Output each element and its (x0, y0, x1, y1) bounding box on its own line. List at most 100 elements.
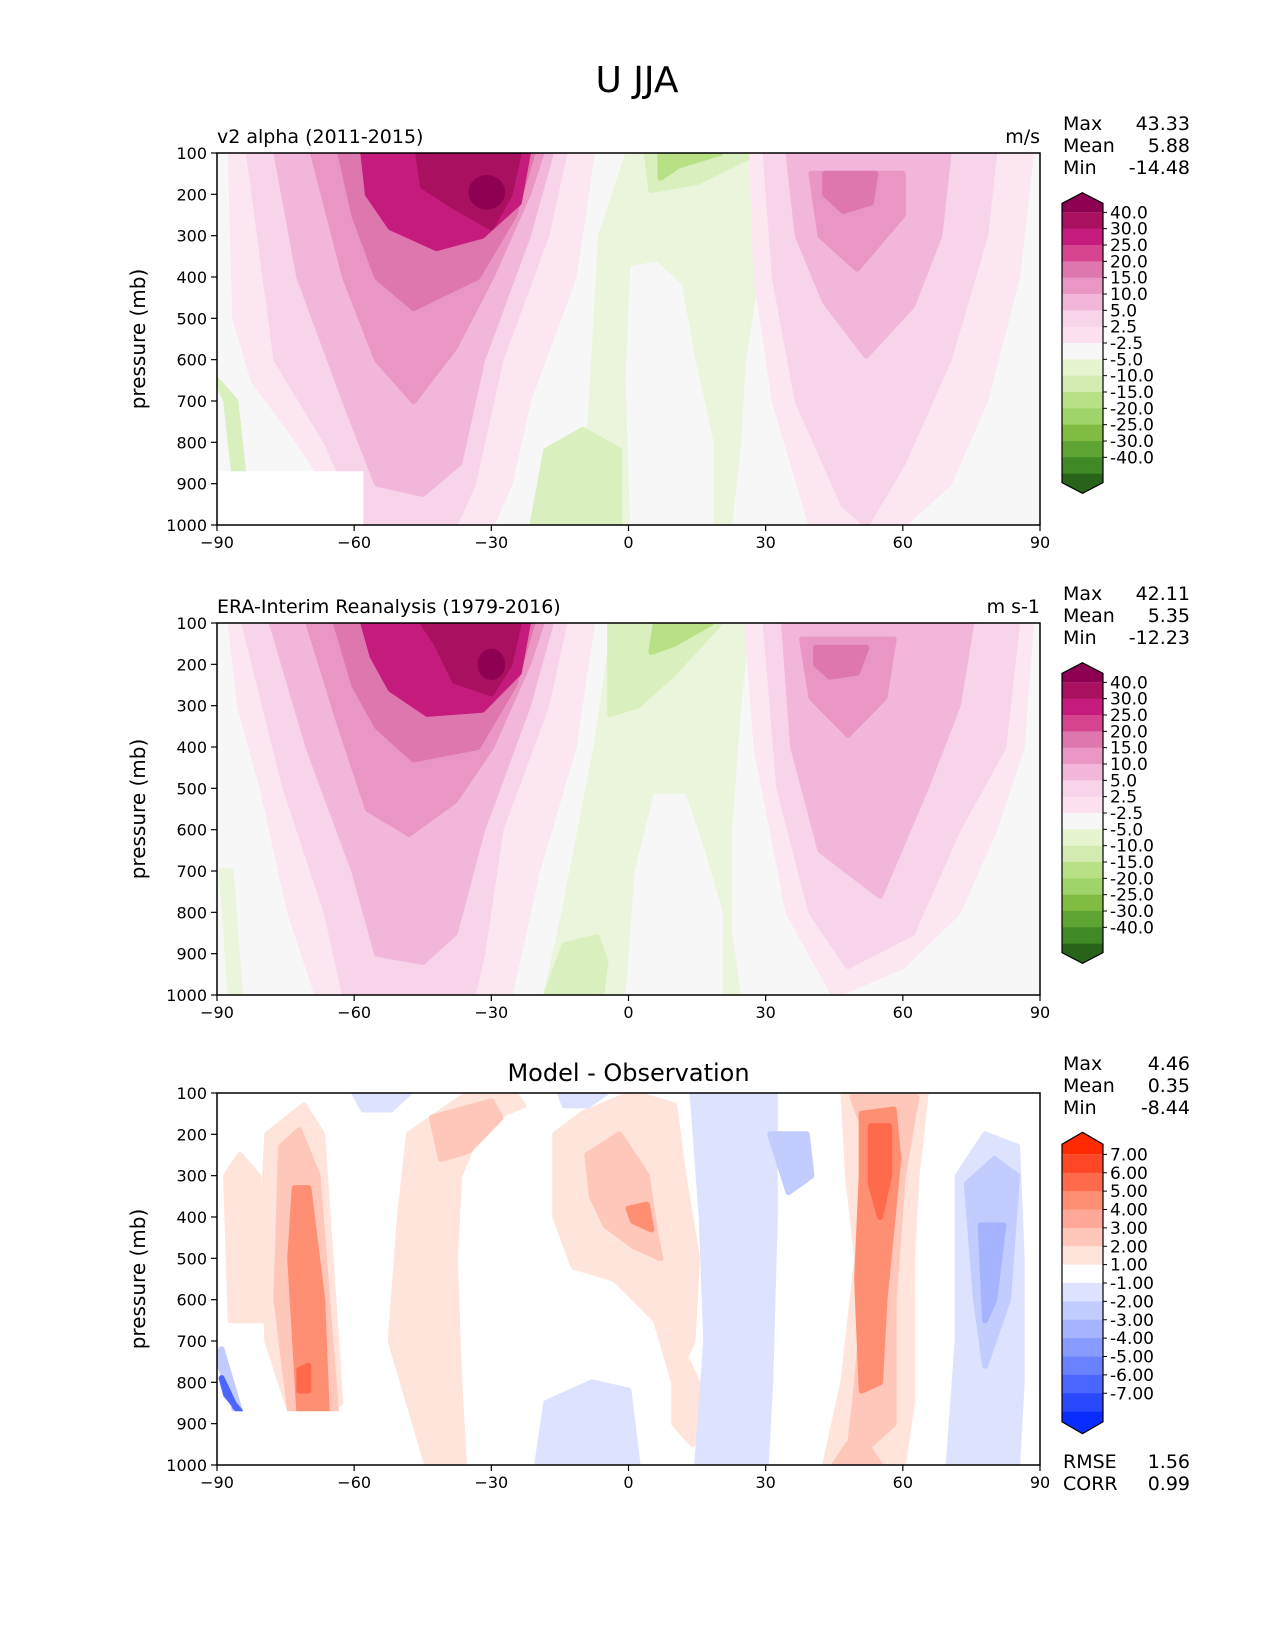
colorbar-segment (1062, 1154, 1103, 1174)
colorbar-label: -25.0 (1110, 886, 1154, 906)
colorbar-label: -15.0 (1110, 853, 1154, 873)
colorbar-label: -2.00 (1110, 1292, 1154, 1312)
figure-title: U JJA (595, 60, 678, 101)
colorbar: 40.030.025.020.015.010.05.02.5-2.5-5.0-1… (1061, 192, 1154, 494)
stat-value-mean: 0.35 (1148, 1075, 1190, 1097)
colorbar-segment (1062, 1172, 1103, 1192)
x-tick-label: 30 (755, 1473, 775, 1492)
y-tick-label: 1000 (166, 986, 207, 1005)
colorbar-segment (1062, 780, 1103, 798)
colorbar-segment (1062, 1246, 1103, 1266)
colorbar-label: -30.0 (1110, 902, 1154, 922)
colorbar-label: 3.00 (1110, 1219, 1148, 1239)
stat-value-min: -12.23 (1129, 627, 1190, 649)
colorbar-label: -25.0 (1110, 416, 1154, 436)
contour-region-22 (867, 1123, 893, 1220)
contour-region-10 (625, 261, 714, 525)
colorbar-extend-top (1062, 192, 1103, 213)
y-tick-label: 100 (176, 614, 207, 633)
colorbar-segment (1062, 294, 1103, 311)
x-tick-label: 60 (893, 1003, 913, 1022)
colorbar-label: 15.0 (1110, 269, 1148, 289)
x-tick-label: −90 (200, 1003, 234, 1022)
colorbar-segment (1062, 731, 1103, 749)
units-label: m s-1 (987, 596, 1040, 618)
colorbar-segment (1062, 1191, 1103, 1210)
colorbar-segment (1062, 228, 1103, 246)
y-tick-label: 500 (176, 1249, 207, 1268)
contour-region-7 (415, 153, 522, 231)
stat-value-rmse: 1.56 (1148, 1451, 1190, 1473)
stat-value-max: 4.46 (1148, 1053, 1190, 1075)
panel-title: Model - Observation (507, 1059, 749, 1087)
colorbar-segment (1062, 1338, 1103, 1357)
colorbar-segment (1062, 927, 1103, 945)
y-tick-label: 900 (176, 475, 207, 494)
stat-value-mean: 5.35 (1148, 605, 1190, 627)
contour-region-13 (648, 623, 714, 655)
x-tick-label: −30 (474, 533, 508, 552)
colorbar-segment (1062, 715, 1103, 732)
colorbar-segment (1062, 1319, 1103, 1339)
stat-label-max: Max (1063, 1053, 1102, 1075)
colorbar-segment (1062, 829, 1103, 847)
colorbar-label: 5.0 (1110, 771, 1137, 791)
stat-value-corr: 0.99 (1148, 1473, 1190, 1495)
colorbar-label: 10.0 (1110, 285, 1148, 305)
colorbar-segment (1062, 343, 1103, 360)
contour-region-8 (387, 1093, 527, 1465)
colorbar-segment (1062, 359, 1103, 377)
colorbar-segment (1062, 1356, 1103, 1376)
x-tick-label: 90 (1030, 533, 1050, 552)
contour-region-11 (529, 426, 623, 525)
colorbar-segment (1062, 408, 1103, 426)
masked-region (217, 1411, 364, 1465)
contour-region-14 (218, 868, 243, 995)
y-tick-label: 300 (176, 697, 207, 716)
y-tick-label: 800 (176, 903, 207, 922)
contour-region-15 (767, 1131, 815, 1196)
x-tick-label: −30 (474, 1003, 508, 1022)
colorbar-segment (1062, 310, 1103, 328)
colorbar-segment (1062, 375, 1103, 393)
colorbar-segment (1062, 457, 1103, 475)
contour-region-17 (351, 1093, 412, 1113)
x-tick-label: 0 (623, 1473, 633, 1492)
panel-title: ERA-Interim Reanalysis (1979-2016) (217, 596, 561, 618)
contour-region-13 (657, 153, 723, 181)
colorbar-segment (1062, 1301, 1103, 1321)
stat-label-rmse: RMSE (1063, 1451, 1117, 1473)
y-tick-label: 400 (176, 1208, 207, 1227)
colorbar-label: -5.0 (1110, 820, 1143, 840)
x-tick-label: −60 (337, 533, 371, 552)
y-tick-label: 100 (176, 1084, 207, 1103)
stat-label-max: Max (1063, 113, 1102, 135)
colorbar-segment (1062, 845, 1103, 863)
stat-label-corr: CORR (1063, 1473, 1118, 1495)
colorbar-label: -1.00 (1110, 1274, 1154, 1294)
y-tick-label: 300 (176, 227, 207, 246)
y-tick-label: 700 (176, 392, 207, 411)
colorbar-label: 1.00 (1110, 1256, 1148, 1276)
colorbar-segment (1062, 1283, 1103, 1302)
contour-region-8 (468, 174, 506, 210)
stat-label-mean: Mean (1063, 605, 1115, 627)
y-tick-label: 900 (176, 1415, 207, 1434)
colorbar-segment (1062, 862, 1103, 879)
colorbar-extend-bottom (1062, 1411, 1103, 1434)
colorbar-outline (1061, 662, 1104, 964)
colorbar-segment (1062, 878, 1103, 896)
contour-region-19 (822, 170, 879, 214)
contour-region-12 (625, 1201, 655, 1233)
colorbar-segment (1062, 212, 1103, 230)
contour-region-16 (534, 1379, 641, 1465)
contour-region-1 (223, 1152, 266, 1324)
colorbar-label: 6.00 (1110, 1164, 1148, 1184)
colorbar-outline (1061, 1131, 1104, 1435)
contour-region-26 (977, 1222, 1007, 1324)
y-tick-label: 200 (176, 185, 207, 204)
colorbar-label: -2.5 (1110, 804, 1143, 824)
panel-1: −90 −60 −30 0 30 60 90 100 200 300 400 500 600 700 800… (126, 113, 1190, 552)
contour-region-18 (556, 1093, 609, 1109)
colorbar-segment (1062, 424, 1103, 442)
